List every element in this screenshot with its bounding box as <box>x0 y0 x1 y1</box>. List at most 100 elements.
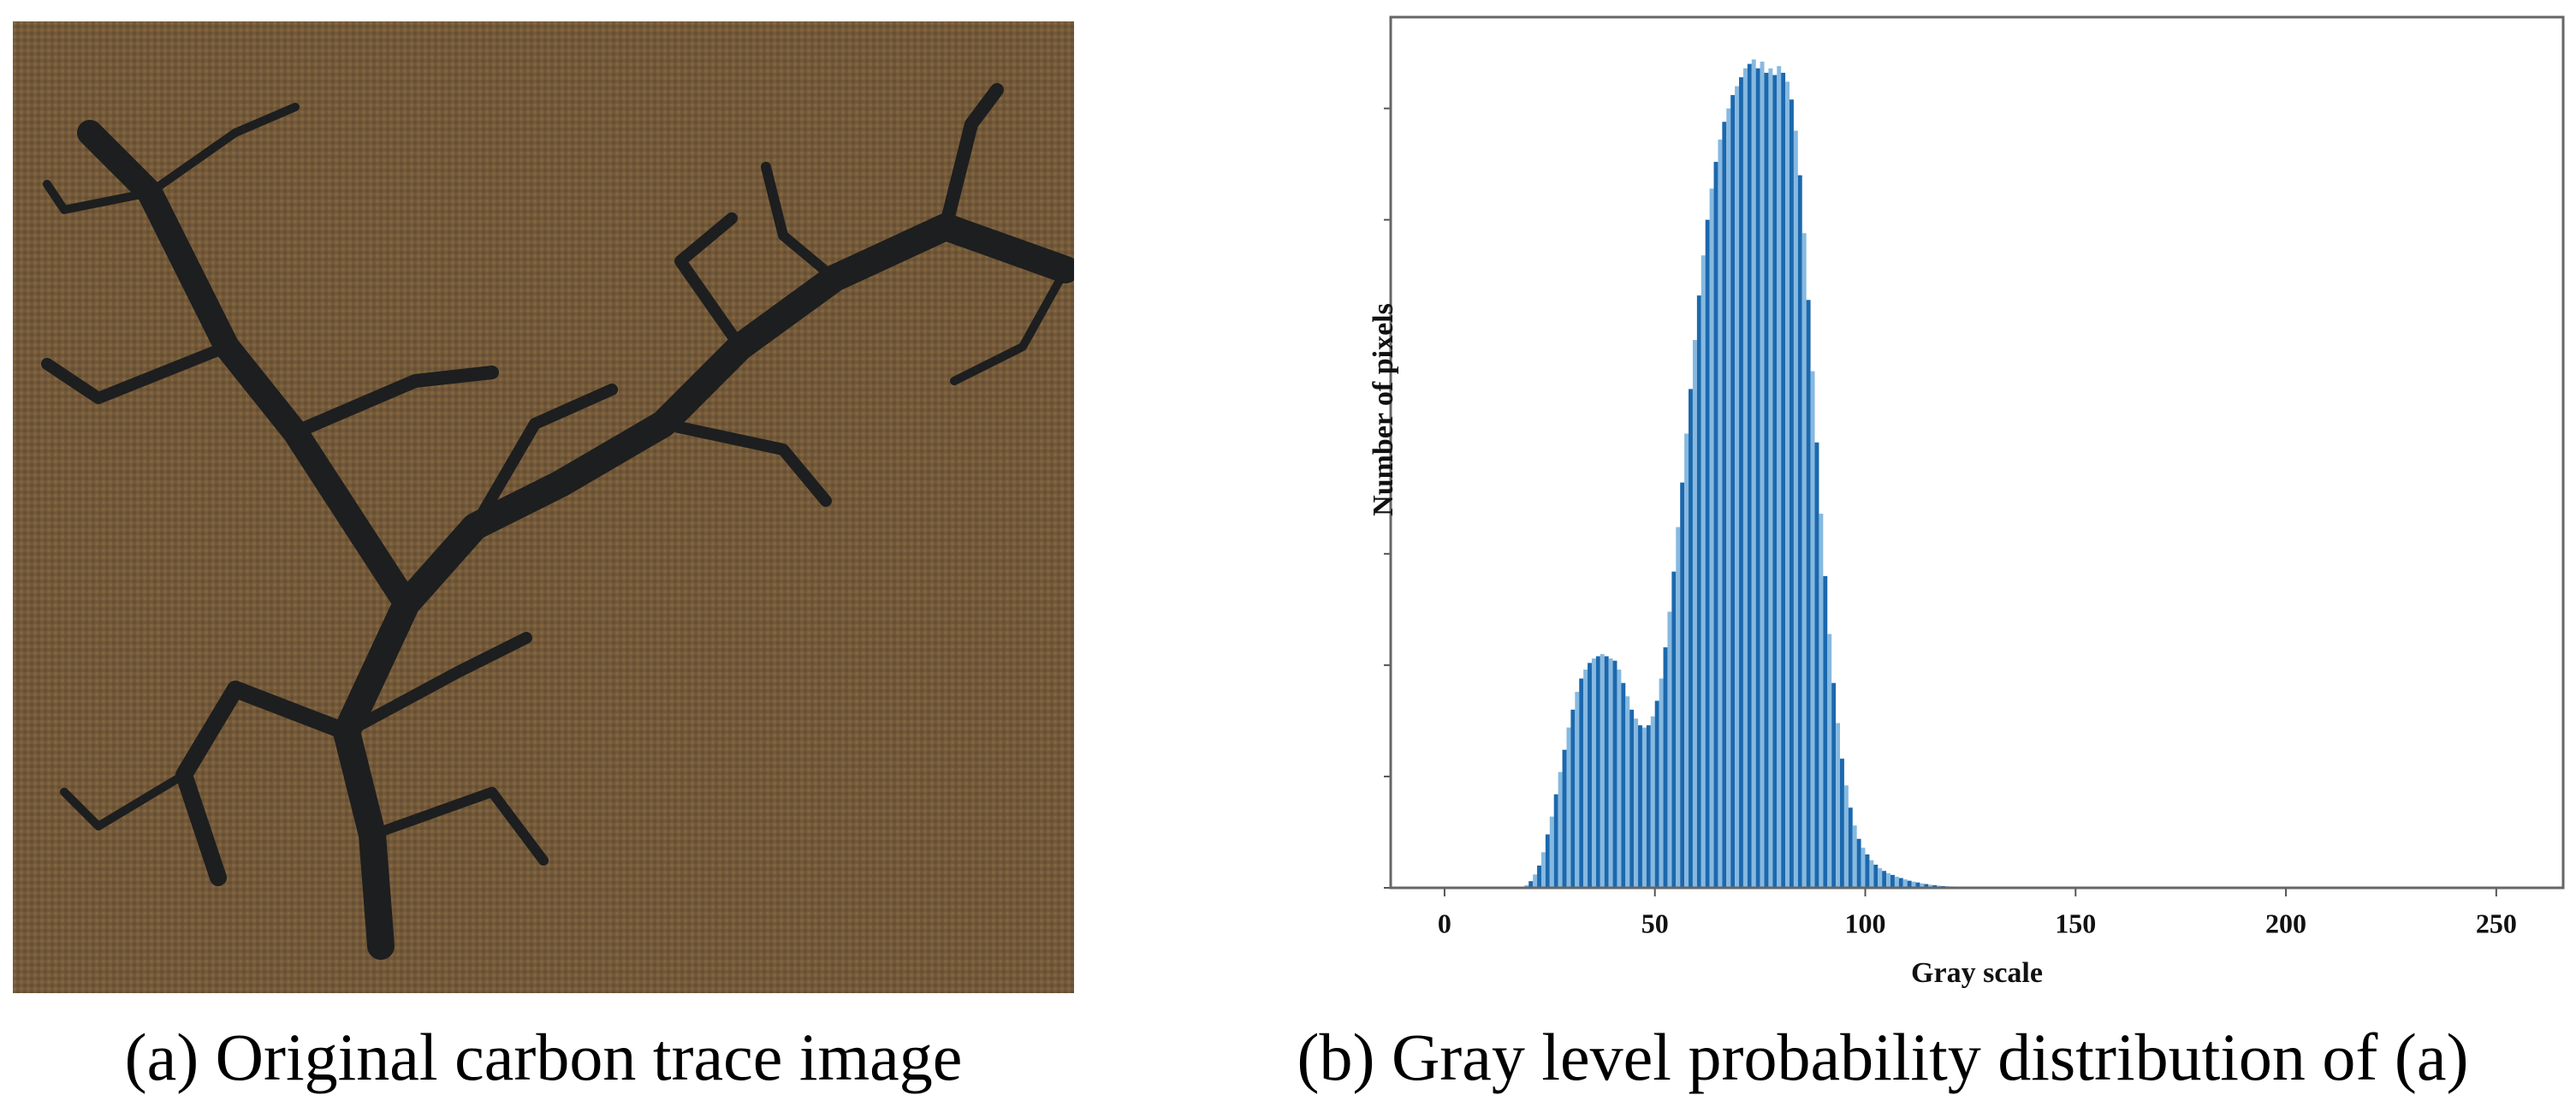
bar <box>1654 700 1659 888</box>
bar <box>1760 62 1765 889</box>
bar <box>1524 884 1529 888</box>
bar <box>1612 660 1617 888</box>
bar <box>1722 122 1727 889</box>
bar <box>1911 881 1916 888</box>
x-tick-label: 100 <box>1844 908 1885 938</box>
bar <box>1629 709 1635 888</box>
bar <box>1785 81 1790 888</box>
bar <box>1865 854 1870 888</box>
bar <box>1553 794 1558 888</box>
bar <box>1928 884 1933 888</box>
bar <box>1768 68 1773 888</box>
bar <box>1621 682 1626 888</box>
bar <box>1659 678 1664 888</box>
bar <box>1852 825 1857 888</box>
bar <box>1575 692 1580 888</box>
plot-frame <box>1389 15 2565 890</box>
bar <box>1790 99 1794 888</box>
bar <box>1692 340 1697 889</box>
x-tick-label: 250 <box>2476 908 2517 938</box>
bar <box>1924 884 1929 888</box>
x-axis-label: Gray scale <box>1911 957 2043 989</box>
bar <box>1742 68 1748 888</box>
bar <box>1920 883 1925 888</box>
bar <box>1713 162 1718 888</box>
bar <box>1836 723 1840 888</box>
bar <box>1932 884 1938 888</box>
bar <box>1604 656 1609 888</box>
bar <box>1898 878 1903 888</box>
bar <box>1696 295 1701 888</box>
bar <box>1528 881 1534 888</box>
bar <box>1588 663 1592 888</box>
bar <box>1810 371 1815 889</box>
bar <box>1843 785 1849 888</box>
bar <box>1709 188 1714 888</box>
bar <box>1735 86 1740 888</box>
bar <box>1676 527 1681 888</box>
bar <box>1819 514 1824 888</box>
bar <box>1540 852 1546 888</box>
bar <box>1705 219 1710 888</box>
bar <box>1641 727 1647 888</box>
carbon-trace-photo <box>13 21 1074 993</box>
bar <box>1718 140 1723 888</box>
bar <box>1650 716 1655 888</box>
bar <box>1777 66 1782 888</box>
bar <box>1579 678 1584 888</box>
y-axis-label: Number of pixels <box>1369 303 1399 516</box>
bar <box>1781 73 1786 888</box>
bar <box>1797 175 1802 889</box>
bar <box>1570 709 1576 888</box>
bar <box>1861 848 1866 888</box>
bar <box>1823 575 1828 888</box>
bar <box>1558 771 1563 888</box>
bar <box>1671 571 1677 888</box>
histogram-chart: 025005000750010,00012,50015,00017,500050… <box>1369 15 2565 989</box>
bar <box>1915 882 1920 888</box>
bar <box>1595 656 1600 888</box>
bar <box>1755 68 1760 888</box>
bar <box>1839 759 1844 888</box>
bar <box>1907 880 1912 888</box>
bar <box>1873 864 1879 888</box>
bar <box>1878 868 1883 888</box>
x-tick-label: 150 <box>2055 908 2096 938</box>
bar <box>1806 300 1811 888</box>
bar <box>1751 59 1756 888</box>
bar <box>1634 718 1639 888</box>
bar <box>1638 725 1642 888</box>
bar <box>1600 653 1605 888</box>
bar <box>1814 442 1819 888</box>
bar <box>1608 658 1613 888</box>
x-tick-label: 0 <box>1438 908 1451 938</box>
bar <box>1730 95 1736 888</box>
bar <box>1545 834 1550 888</box>
caption-a: (a) Original carbon trace image <box>124 1020 963 1094</box>
bar <box>1869 860 1874 888</box>
bar <box>1533 874 1538 888</box>
bar <box>1827 634 1832 888</box>
bar <box>1739 77 1743 889</box>
x-tick-label: 50 <box>1641 908 1669 938</box>
bar <box>1764 73 1769 888</box>
bar <box>1537 865 1541 888</box>
bar <box>1882 871 1887 888</box>
bar <box>1793 130 1798 889</box>
bar <box>1747 63 1752 889</box>
bar <box>1617 670 1622 888</box>
bar <box>1549 816 1554 888</box>
bar <box>1801 233 1807 889</box>
bar <box>1591 658 1596 888</box>
bar <box>1663 647 1668 888</box>
bar <box>1646 725 1651 888</box>
bar <box>1583 670 1588 888</box>
bar <box>1625 696 1630 888</box>
bar <box>1772 74 1778 889</box>
bar <box>1894 876 1899 888</box>
bar <box>1831 682 1837 888</box>
bar <box>1680 482 1685 888</box>
bar <box>1856 838 1861 888</box>
bar <box>1562 749 1567 888</box>
